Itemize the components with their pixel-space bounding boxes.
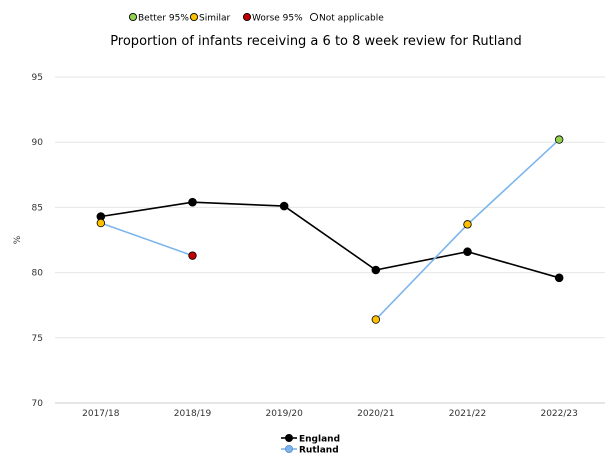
series-line-rutland (375, 139, 560, 321)
legend-marker (309, 12, 319, 22)
series-line-england (100, 201, 560, 279)
data-point-england[interactable] (279, 201, 289, 211)
y-axis-label: % (13, 235, 23, 244)
data-points (96, 135, 564, 324)
x-tick-label: 2019/20 (265, 409, 303, 419)
y-tick-label: 75 (32, 334, 43, 344)
data-point-england[interactable] (371, 265, 381, 275)
legend-label: Similar (199, 14, 230, 24)
series-legend-label[interactable]: England (299, 435, 340, 445)
series-lines (100, 139, 560, 321)
gridlines (55, 76, 605, 404)
legend-marker (128, 12, 138, 22)
data-point-rutland[interactable] (371, 315, 381, 324)
series-legend-marker (284, 444, 293, 453)
y-axis-ticks: 70 75 80 85 90 95 (32, 73, 44, 409)
legend-marker (189, 12, 199, 22)
x-axis-ticks: 2017/18 2018/19 2019/20 2020/21 2021/22 2022/… (82, 409, 578, 419)
data-point-england[interactable] (554, 273, 564, 283)
y-tick-label: 80 (32, 269, 44, 279)
legend-label: Not applicable (319, 14, 384, 24)
x-tick-label: 2022/23 (540, 409, 577, 419)
legend-label: Better 95% (138, 14, 189, 24)
data-point-rutland[interactable] (188, 251, 197, 260)
legend-label: Worse 95% (252, 14, 303, 24)
x-tick-label: 2020/21 (357, 409, 394, 419)
y-tick-label: 90 (32, 138, 44, 148)
data-point-england[interactable] (188, 197, 197, 207)
series-legend-marker (284, 433, 293, 442)
data-point-rutland[interactable] (96, 218, 106, 228)
data-point-rutland[interactable] (463, 220, 472, 229)
y-tick-label: 70 (32, 399, 44, 409)
y-tick-label: 85 (32, 203, 43, 213)
y-tick-label: 95 (32, 73, 43, 83)
x-tick-label: 2017/18 (82, 409, 120, 419)
chart-title: Proportion of infants receiving a 6 to 8… (110, 34, 522, 49)
data-point-rutland[interactable] (554, 135, 564, 144)
data-point-england[interactable] (463, 247, 472, 257)
x-tick-label: 2018/19 (174, 409, 212, 419)
x-tick-label: 2021/22 (449, 409, 486, 419)
series-legend-label[interactable]: Rutland (299, 446, 339, 453)
significance-legend: Better 95% Similar Worse 95% Not applicable (128, 12, 384, 24)
legend-marker (242, 12, 252, 22)
series-line-rutland (100, 222, 193, 257)
